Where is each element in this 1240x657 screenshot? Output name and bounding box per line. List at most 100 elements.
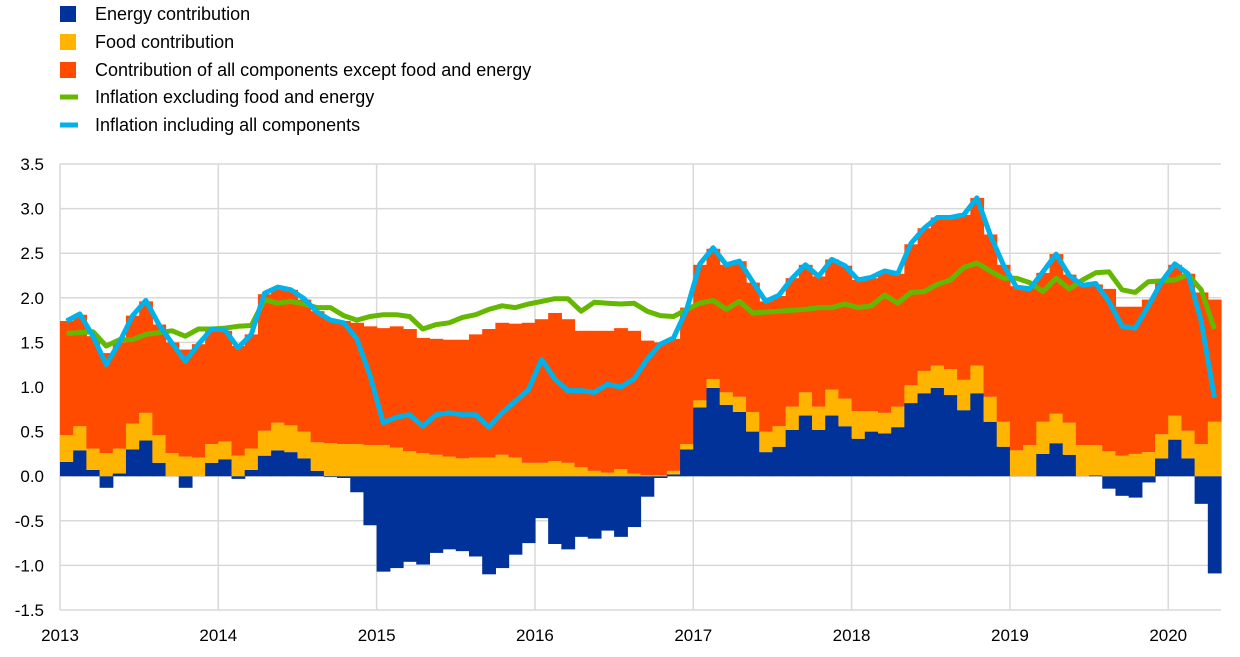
contribution-of-all-components-except-food-and-energybar <box>1023 287 1037 445</box>
energy-contributionbar <box>178 476 193 488</box>
food-contributionbar <box>152 435 167 463</box>
contribution-of-all-components-except-food-and-energybar <box>600 330 615 473</box>
energy-contributionbar <box>548 476 562 544</box>
legend-swatch <box>60 6 76 22</box>
energy-contributionbar <box>1141 476 1156 483</box>
food-contributionbar <box>877 412 892 434</box>
food-contributionbar <box>1207 421 1222 477</box>
contribution-of-all-components-except-food-and-energybar <box>653 342 668 476</box>
contribution-of-all-components-except-food-and-energybar <box>1089 284 1103 445</box>
x-tick-label: 2018 <box>833 626 871 645</box>
food-contributionbar <box>1062 422 1077 455</box>
food-contributionbar <box>798 392 813 416</box>
y-axis: 3.5 3.0 2.5 2.0 1.5 1.0 0.5 0.0 -0.5 -1.0 -1.5 <box>15 155 44 620</box>
energy-contributionbar <box>864 431 879 477</box>
energy-contributionbar <box>350 476 365 493</box>
energy-contributionbar <box>363 476 378 526</box>
y-tick-label: 0.5 <box>20 423 44 442</box>
food-contributionbar <box>178 456 193 477</box>
series-lines <box>65 195 1217 430</box>
contribution-of-all-components-except-food-and-energybar <box>1141 299 1156 453</box>
energy-contributionbar <box>1207 476 1222 574</box>
contribution-of-all-components-except-food-and-energybar <box>587 330 602 471</box>
food-contributionbar <box>746 411 760 432</box>
energy-contributionbar <box>218 459 233 477</box>
food-contributionbar <box>719 392 734 405</box>
contribution-of-all-components-except-food-and-energybar <box>1128 306 1143 454</box>
contribution-of-all-components-except-food-and-energybar <box>877 271 892 413</box>
x-axis: 2013 2014 2015 2016 2017 2018 2019 2020 <box>41 626 1187 645</box>
energy-contributionbar <box>1194 476 1209 504</box>
contribution-of-all-components-except-food-and-energybar <box>495 322 510 455</box>
food-contributionbar <box>666 470 681 475</box>
y-tick-label: 1.0 <box>20 378 44 397</box>
energy-contributionbar <box>534 476 549 519</box>
energy-contributionbar <box>680 449 694 477</box>
food-contributionbar <box>376 444 391 477</box>
food-contributionbar <box>99 453 114 477</box>
food-contributionbar <box>759 431 774 453</box>
energy-contributionbar <box>851 438 866 477</box>
legend-swatch <box>60 34 76 50</box>
y-tick-label: 3.0 <box>20 200 44 219</box>
energy-contributionbar <box>1049 443 1064 477</box>
contribution-of-all-components-except-food-and-energybar <box>746 282 760 412</box>
energy-contributionbar <box>60 461 74 477</box>
contribution-of-all-components-except-food-and-energybar <box>416 337 431 454</box>
energy-contributionbar <box>1102 476 1117 489</box>
energy-contributionbar <box>416 476 431 565</box>
contribution-of-all-components-except-food-and-energybar <box>825 259 839 390</box>
food-contributionbar <box>1155 434 1169 459</box>
x-tick-label: 2014 <box>199 626 237 645</box>
energy-contributionbar <box>495 476 510 569</box>
food-contributionbar <box>323 443 338 477</box>
energy-contributionbar <box>640 476 655 497</box>
food-contributionbar <box>574 467 589 477</box>
food-contributionbar <box>165 453 180 477</box>
energy-contributionbar <box>1036 453 1051 477</box>
energy-contributionbar <box>1128 476 1143 498</box>
food-contributionbar <box>1168 415 1183 440</box>
contribution-of-all-components-except-food-and-energybar <box>257 294 272 431</box>
y-tick-label: -1.5 <box>15 601 44 620</box>
food-contributionbar <box>772 426 787 447</box>
food-contributionbar <box>218 441 233 460</box>
contribution-of-all-components-except-food-and-energybar <box>139 301 153 413</box>
energy-contributionbar <box>508 476 523 555</box>
contribution-of-all-components-except-food-and-energybar <box>284 289 299 426</box>
food-contributionbar <box>732 396 747 412</box>
contribution-of-all-components-except-food-and-energybar <box>1168 264 1183 416</box>
energy-contributionbar <box>73 450 87 477</box>
x-tick-label: 2017 <box>674 626 712 645</box>
energy-contributionbar <box>706 387 721 477</box>
food-contributionbar <box>257 430 272 456</box>
food-contributionbar <box>86 448 101 470</box>
food-contributionbar <box>653 475 668 477</box>
contribution-of-all-components-except-food-and-energybar <box>1062 274 1077 423</box>
energy-contributionbar <box>614 476 628 537</box>
food-contributionbar <box>231 455 246 477</box>
contribution-of-all-components-except-food-and-energybar <box>548 312 562 462</box>
food-contributionbar <box>640 475 655 477</box>
energy-contributionbar <box>825 415 839 477</box>
food-contributionbar <box>561 462 576 477</box>
contribution-of-all-components-except-food-and-energybar <box>680 307 694 445</box>
x-tick-label: 2020 <box>1149 626 1187 645</box>
contribution-of-all-components-except-food-and-energybar <box>970 197 985 366</box>
energy-contributionbar <box>1168 439 1183 477</box>
food-contributionbar <box>521 462 536 477</box>
food-contributionbar <box>1009 450 1024 477</box>
energy-contributionbar <box>389 476 404 569</box>
legend-label: Energy contribution <box>95 4 250 24</box>
food-contributionbar <box>904 385 919 404</box>
energy-contributionbar <box>323 476 338 478</box>
contribution-of-all-components-except-food-and-energybar <box>231 345 246 456</box>
energy-contributionbar <box>1062 454 1077 477</box>
contribution-of-all-components-except-food-and-energybar <box>534 319 549 463</box>
food-contributionbar <box>1036 421 1051 454</box>
food-contributionbar <box>957 379 971 411</box>
food-contributionbar <box>350 444 365 477</box>
contribution-of-all-components-except-food-and-energybar <box>1181 273 1196 431</box>
food-contributionbar <box>1089 444 1103 476</box>
energy-contributionbar <box>693 407 708 477</box>
